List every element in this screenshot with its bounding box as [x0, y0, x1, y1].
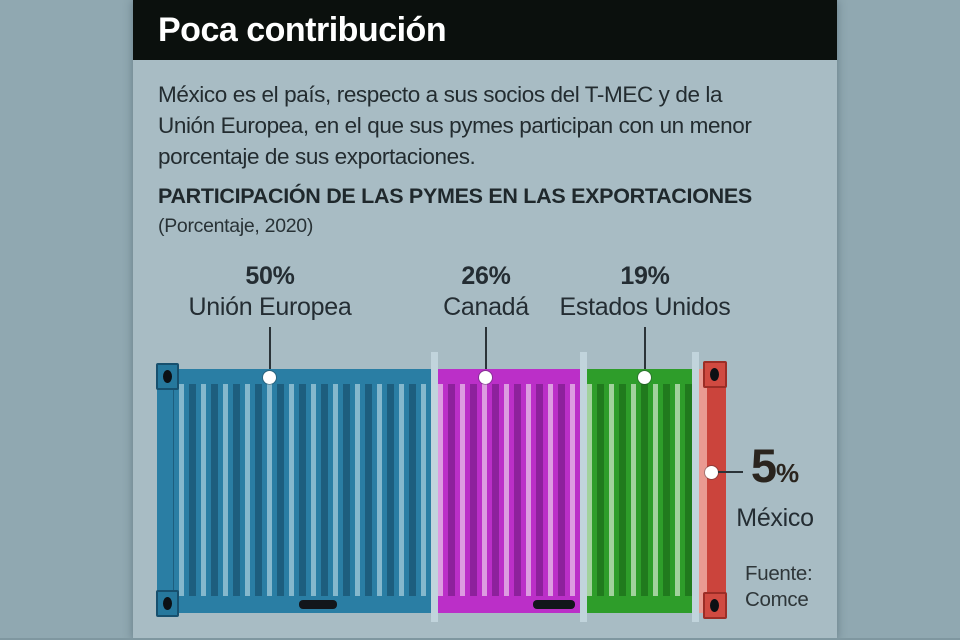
- segment-mexico: [698, 361, 727, 619]
- segment-bottom-rail: [587, 596, 692, 613]
- segment-top-rail: [438, 369, 581, 384]
- name-canada: Canadá: [443, 293, 529, 321]
- segment-corrugation: [698, 384, 726, 596]
- segment-canada: [438, 369, 581, 613]
- segment-union-europea: [156, 363, 431, 617]
- leader-line-mexico: [717, 471, 743, 473]
- anchor-dot-mexico: [705, 466, 718, 479]
- label-canada: 26% Canadá: [443, 261, 529, 323]
- label-union-europea: 50% Unión Europea: [189, 261, 352, 323]
- name-mexico: México: [736, 504, 814, 532]
- corner-casting-icon: [702, 361, 727, 388]
- chart-subtitle: (Porcentaje, 2020): [158, 215, 314, 237]
- leader-line-canada: [485, 327, 487, 371]
- segment-divider: [691, 352, 699, 622]
- corner-casting-icon: [156, 363, 179, 390]
- segment-corrugation: [587, 384, 692, 596]
- anchor-dot-estados-unidos: [638, 371, 651, 384]
- segment-corrugation: [157, 384, 431, 596]
- value-canada: 26%: [461, 262, 511, 290]
- name-union-europea: Unión Europea: [188, 293, 352, 321]
- casting-hole-icon: [163, 597, 172, 610]
- corner-post: [157, 384, 173, 596]
- leader-line-estados-unidos: [644, 327, 646, 371]
- segment-divider: [580, 352, 588, 622]
- casting-hole-icon: [710, 599, 720, 612]
- value-mexico: 5%: [750, 439, 800, 492]
- bottom-edge-line: [0, 638, 960, 640]
- name-estados-unidos: Estados Unidos: [559, 293, 731, 321]
- corner-casting-icon: [156, 590, 179, 617]
- intro-line: Unión Europea, en el que sus pymes parti…: [158, 113, 752, 138]
- anchor-dot-union-europea: [263, 371, 276, 384]
- segment-top-rail: [157, 369, 431, 384]
- casting-hole-icon: [710, 368, 720, 381]
- header-bar: Poca contribución: [133, 0, 837, 60]
- intro-line: México es el país, respecto a sus socios…: [158, 82, 723, 107]
- container-latch-icon: [299, 600, 337, 609]
- intro-text: México es el país, respecto a sus socios…: [158, 79, 828, 172]
- value-estados-unidos: 19%: [620, 262, 670, 290]
- label-mexico: 5% México: [729, 441, 821, 533]
- source-name: Comce: [745, 588, 809, 611]
- page-title: Poca contribución: [158, 11, 447, 49]
- segment-bottom-rail: [157, 596, 431, 613]
- value-union-europea: 50%: [245, 262, 295, 290]
- anchor-dot-canada: [479, 371, 492, 384]
- container-latch-icon: [533, 600, 575, 609]
- source-note: Fuente: Comce: [745, 561, 813, 613]
- corner-casting-icon: [702, 592, 727, 619]
- segment-divider: [431, 352, 438, 622]
- label-estados-unidos: 19% Estados Unidos: [560, 261, 731, 323]
- source-label: Fuente:: [745, 562, 813, 585]
- infographic-panel: Poca contribución México es el país, res…: [133, 0, 837, 640]
- intro-line: porcentaje de sus exportaciones.: [158, 144, 476, 169]
- leader-line-union-europea: [269, 327, 271, 371]
- container-chart: [156, 352, 727, 622]
- segment-bottom-rail: [438, 596, 581, 613]
- segment-corrugation: [438, 384, 581, 596]
- chart-title: PARTICIPACIÓN DE LAS PYMES EN LAS EXPORT…: [158, 184, 752, 208]
- segment-estados-unidos: [587, 369, 692, 613]
- casting-hole-icon: [163, 370, 172, 383]
